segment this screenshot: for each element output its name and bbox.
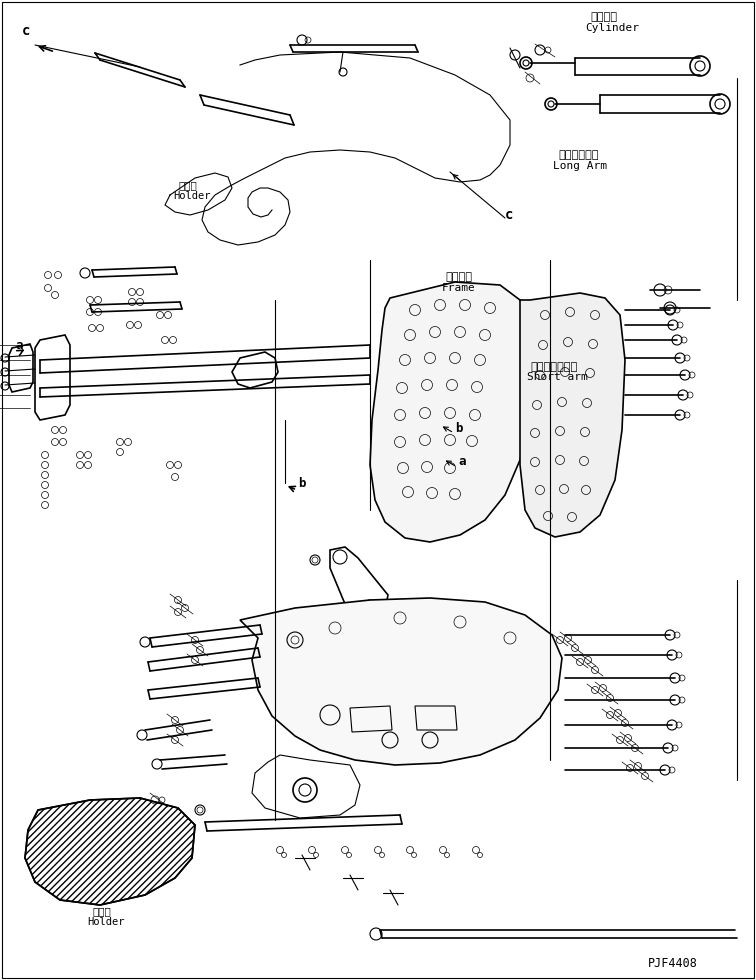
Circle shape [710, 94, 730, 114]
Text: b: b [455, 422, 463, 435]
Circle shape [690, 56, 710, 76]
Text: c: c [505, 208, 513, 222]
Polygon shape [25, 798, 195, 905]
Polygon shape [520, 293, 625, 537]
Text: フレーム: フレーム [445, 272, 472, 282]
Text: Short arm: Short arm [527, 372, 587, 382]
Text: ロングアーム: ロングアーム [558, 150, 599, 160]
Text: ショートアーム: ショートアーム [530, 362, 578, 372]
Text: Long Arm: Long Arm [553, 161, 607, 171]
Text: a: a [15, 339, 23, 352]
Text: Holder: Holder [173, 191, 210, 201]
Text: a: a [458, 455, 466, 468]
Text: ホルダ: ホルダ [92, 906, 110, 916]
Text: b: b [298, 477, 305, 490]
Polygon shape [370, 282, 535, 542]
Text: Cylinder: Cylinder [585, 23, 639, 33]
Text: ホルダ: ホルダ [178, 180, 197, 190]
Text: Holder: Holder [87, 917, 125, 927]
Polygon shape [240, 598, 562, 765]
Text: c: c [22, 24, 30, 38]
Text: Frame: Frame [442, 283, 476, 293]
Text: PJF4408: PJF4408 [648, 957, 698, 970]
Text: シリンダ: シリンダ [590, 12, 617, 22]
